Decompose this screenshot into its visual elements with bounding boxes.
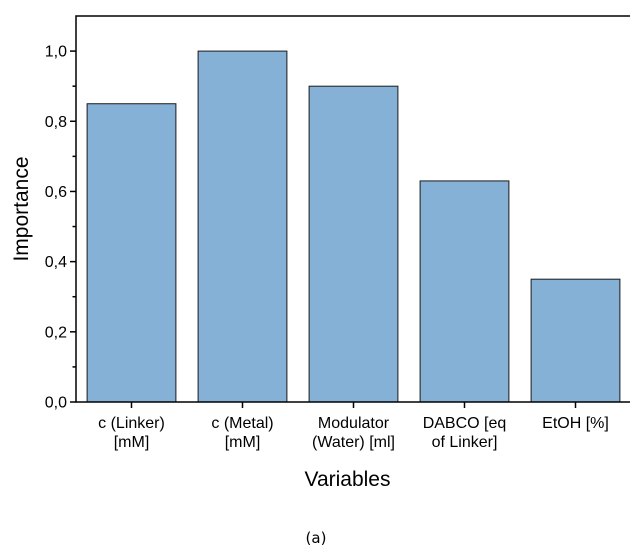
bar: [419, 180, 510, 403]
x-tick-label-line: (Water) [ml]: [312, 434, 395, 451]
bar: [197, 50, 288, 403]
x-tick-label-line: c (Metal): [211, 415, 273, 432]
x-tick-label-line: c (Linker): [98, 415, 165, 432]
bars-layer: [86, 50, 621, 403]
plot-frame: [75, 15, 630, 403]
bar: [86, 103, 177, 403]
y-tick-label: 1,0: [45, 44, 67, 61]
y-axis-title: Importance: [10, 156, 33, 261]
x-axis-ticks: c (Linker) [mM] c (Metal) [mM] Modulator (Wat…: [98, 402, 609, 451]
x-tick-label: c (Linker) [mM]: [98, 415, 165, 451]
x-tick-label-line: EtOH [%]: [542, 415, 609, 432]
figure-caption: (a): [306, 529, 327, 547]
bar: [308, 85, 399, 403]
y-tick-label: 0,0: [45, 395, 67, 412]
x-tick-label: Modulator (Water) [ml]: [312, 415, 395, 451]
x-tick-label: DABCO [eq of Linker]: [423, 415, 507, 451]
y-tick-label: 0,6: [45, 184, 67, 201]
y-tick-label: 0,2: [45, 324, 67, 341]
y-axis-ticks: 0,0 0,2 0,4 0,6 0,8 1,0: [45, 44, 76, 412]
x-tick-label-line: of Linker]: [432, 434, 498, 451]
x-tick-label-line: DABCO [eq: [423, 415, 507, 432]
bar: [530, 278, 621, 403]
x-tick-label-line: [mM]: [114, 434, 150, 451]
y-tick-label: 0,4: [45, 254, 67, 271]
y-tick-label: 0,8: [45, 114, 67, 131]
x-axis-title: Variables: [305, 468, 391, 491]
x-tick-label-line: Modulator: [318, 415, 390, 432]
x-tick-label: EtOH [%]: [542, 415, 609, 432]
x-tick-label: c (Metal) [mM]: [211, 415, 273, 451]
x-tick-label-line: [mM]: [225, 434, 261, 451]
